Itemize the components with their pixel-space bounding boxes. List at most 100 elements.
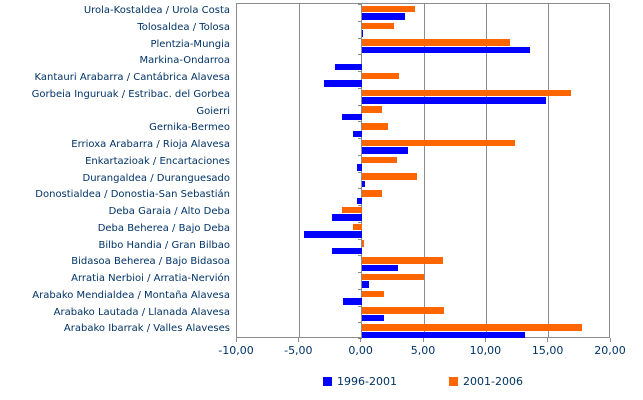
- x-axis-tick: [484, 338, 486, 342]
- bar-1996-2001-row15: [331, 247, 362, 255]
- legend-swatch-orange: [449, 377, 458, 386]
- category-label: Durangaldea / Duranguesado: [82, 172, 230, 184]
- bar-1996-2001-row5: [324, 80, 362, 87]
- zero-axis-tick: [357, 4, 362, 5]
- bar-2001-2006-row6: [361, 89, 572, 97]
- zero-axis-tick: [357, 306, 362, 307]
- x-tick-label: 0,00: [348, 344, 373, 357]
- legend-label: 2001-2006: [463, 375, 523, 388]
- legend-swatch-blue: [323, 377, 333, 386]
- bar-1996-2001-row7: [341, 113, 362, 121]
- bar-2001-2006-row17: [361, 273, 424, 281]
- zero-axis-tick: [357, 155, 362, 156]
- legend: 1996-2001 2001-2006: [236, 375, 610, 388]
- bar-1996-2001-row4: [335, 63, 362, 71]
- bar-1996-2001-row19: [361, 314, 385, 322]
- zero-axis-tick: [357, 222, 362, 223]
- x-axis-tick: [360, 338, 362, 342]
- zero-axis-tick: [357, 88, 362, 89]
- zero-axis-tick: [357, 54, 362, 55]
- x-tick-label: -5,00: [284, 344, 313, 357]
- category-label: Arabako Mendialdea / Montaña Alavesa: [32, 289, 230, 301]
- bar-1996-2001-row9: [361, 147, 408, 154]
- category-label: Goierri: [196, 105, 230, 117]
- category-label: Gernika-Bermeo: [149, 122, 230, 134]
- bar-2001-2006-row14: [352, 223, 362, 231]
- bar-2001-2006-row19: [361, 307, 444, 314]
- zero-axis-tick: [357, 71, 362, 72]
- category-label: Enkartazioak / Encartaciones: [85, 155, 230, 167]
- zero-axis-tick: [357, 289, 362, 290]
- x-axis-tick: [235, 338, 237, 342]
- gridline-10: [485, 4, 487, 337]
- bar-1996-2001-row8: [352, 130, 362, 138]
- x-tick-label: 20,00: [594, 344, 626, 357]
- bar-1996-2001-row14: [304, 231, 362, 238]
- bar-2001-2006-row5: [361, 72, 400, 80]
- category-label: Bilbo Handia / Gran Bilbao: [98, 239, 230, 251]
- bar-1996-2001-row10: [356, 164, 362, 171]
- x-tick-label: -10,00: [218, 344, 254, 357]
- x-tick-label: 5,00: [410, 344, 436, 357]
- legend-item-2001-2006: 2001-2006: [449, 375, 523, 388]
- bar-2001-2006-row9: [361, 139, 515, 147]
- x-axis-tick: [547, 338, 549, 342]
- gridline-5: [423, 4, 425, 337]
- bar-1996-2001-row1: [361, 13, 406, 20]
- category-label: Arabako Ibarrak / Valles Alaveses: [63, 323, 230, 335]
- zero-axis-tick: [357, 338, 362, 339]
- x-tick-label: 10,00: [469, 344, 502, 357]
- category-label: Errioxa Arabarra / Rioja Alavesa: [71, 139, 230, 150]
- bar-2001-2006-row20: [361, 324, 583, 331]
- gridline-0: [361, 4, 363, 337]
- zero-axis-tick: [357, 138, 362, 139]
- category-label: Donostialdea / Donostia-San Sebastián: [35, 189, 230, 201]
- zero-axis-tick: [357, 21, 362, 22]
- bar-2001-2006-row12: [361, 190, 382, 197]
- bar-2001-2006-row11: [361, 173, 417, 180]
- category-label: Gorbeia Inguruak / Estribac. del Gorbea: [31, 88, 230, 100]
- zero-axis-tick: [357, 272, 362, 273]
- zero-axis-tick: [357, 172, 362, 173]
- legend-item-1996-2001: 1996-2001: [323, 375, 397, 388]
- bar-1996-2001-row16: [361, 264, 398, 272]
- category-label: Arabako Lautada / Llanada Alavesa: [53, 306, 230, 318]
- bar-1996-2001-row11: [361, 180, 366, 188]
- gridline-15: [548, 4, 550, 337]
- category-label: Markina-Ondarroa: [139, 55, 230, 67]
- bar-2001-2006-row13: [341, 206, 362, 214]
- category-label: Kantauri Arabarra / Cantábrica Alavesa: [34, 72, 230, 83]
- category-label: Tolosaldea / Tolosa: [137, 21, 230, 33]
- bar-1996-2001-row20: [361, 331, 525, 339]
- zero-axis-tick: [357, 38, 362, 39]
- legend-label: 1996-2001: [337, 375, 397, 388]
- zero-axis-tick: [357, 188, 362, 189]
- category-label: Urola-Kostaldea / Urola Costa: [83, 5, 230, 16]
- bar-2001-2006-row15: [361, 240, 365, 247]
- bar-2001-2006-row8: [361, 123, 388, 130]
- x-axis-tick: [609, 338, 611, 342]
- category-label: Deba Beherea / Bajo Deba: [97, 222, 230, 234]
- bar-2001-2006-row3: [361, 39, 510, 46]
- plot-area: [236, 3, 610, 339]
- bar-2001-2006-row2: [361, 22, 395, 30]
- bar-1996-2001-row12: [356, 197, 362, 205]
- zero-axis-tick: [357, 205, 362, 206]
- category-label: Arratia Nerbioi / Arratia-Nervión: [71, 273, 230, 284]
- bar-1996-2001-row13: [331, 214, 362, 221]
- zero-axis-tick: [357, 322, 362, 323]
- x-axis-tick: [297, 338, 299, 342]
- category-label: Plentzia-Mungia: [150, 38, 230, 50]
- bar-1996-2001-row17: [361, 281, 370, 288]
- x-tick-label: 15,00: [531, 344, 564, 357]
- bar-2001-2006-row1: [361, 5, 416, 13]
- zero-axis-tick: [357, 255, 362, 256]
- zero-axis-tick: [357, 239, 362, 240]
- bar-2001-2006-row18: [361, 290, 385, 298]
- bar-1996-2001-row2: [361, 30, 363, 37]
- bar-2001-2006-row7: [361, 106, 382, 113]
- bar-2001-2006-row16: [361, 257, 443, 264]
- bar-2001-2006-row10: [361, 156, 397, 164]
- zero-axis-tick: [357, 105, 362, 106]
